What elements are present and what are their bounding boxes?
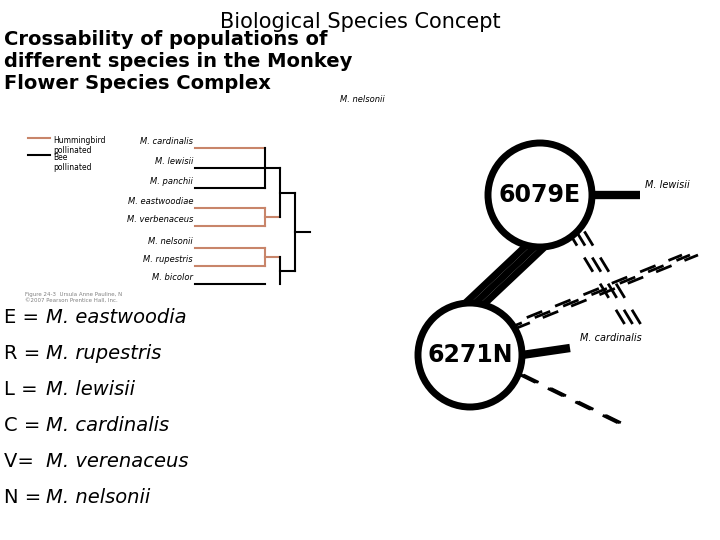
Text: C =: C = (4, 416, 47, 435)
Text: Flower Species Complex: Flower Species Complex (4, 74, 271, 93)
Text: M. rupestris: M. rupestris (46, 344, 161, 363)
Text: N =: N = (4, 488, 48, 507)
Text: Biological Species Concept: Biological Species Concept (220, 12, 500, 32)
Text: M. lewisii: M. lewisii (155, 157, 193, 166)
Text: M. cardinalis: M. cardinalis (140, 137, 193, 146)
Text: M. lewisii: M. lewisii (46, 380, 135, 399)
Text: M. nelsonii: M. nelsonii (46, 488, 150, 507)
Text: E =: E = (4, 308, 45, 327)
Text: Figure 24-3  Ursula Anne Pauline, N
©2007 Pearson Prentice Hall, Inc.: Figure 24-3 Ursula Anne Pauline, N ©2007… (25, 292, 122, 303)
Text: M. panchii: M. panchii (150, 177, 193, 186)
Text: 6079E: 6079E (499, 183, 581, 207)
Text: M. lewisii: M. lewisii (645, 180, 690, 190)
Text: M. bicolor: M. bicolor (152, 273, 193, 282)
Text: Hummingbird
pollinated: Hummingbird pollinated (53, 136, 106, 156)
Text: M. eastwoodiae: M. eastwoodiae (127, 197, 193, 206)
Text: different species in the Monkey: different species in the Monkey (4, 52, 352, 71)
Text: Bee
pollinated: Bee pollinated (53, 153, 91, 172)
Text: Crossability of populations of: Crossability of populations of (4, 30, 328, 49)
Text: M. rupestris: M. rupestris (143, 255, 193, 264)
Text: L =: L = (4, 380, 44, 399)
Circle shape (418, 303, 522, 407)
Circle shape (488, 143, 592, 247)
Text: M. eastwoodia: M. eastwoodia (46, 308, 186, 327)
Text: M. verenaceus: M. verenaceus (46, 452, 189, 471)
Text: M. cardinalis: M. cardinalis (46, 416, 169, 435)
Text: M. cardinalis: M. cardinalis (580, 333, 642, 343)
Text: M. nelsonii: M. nelsonii (340, 95, 384, 104)
Text: V=: V= (4, 452, 40, 471)
Text: R =: R = (4, 344, 47, 363)
Text: M. nelsonii: M. nelsonii (148, 237, 193, 246)
Text: M. verbenaceus: M. verbenaceus (127, 215, 193, 224)
Text: 6271N: 6271N (427, 343, 513, 367)
